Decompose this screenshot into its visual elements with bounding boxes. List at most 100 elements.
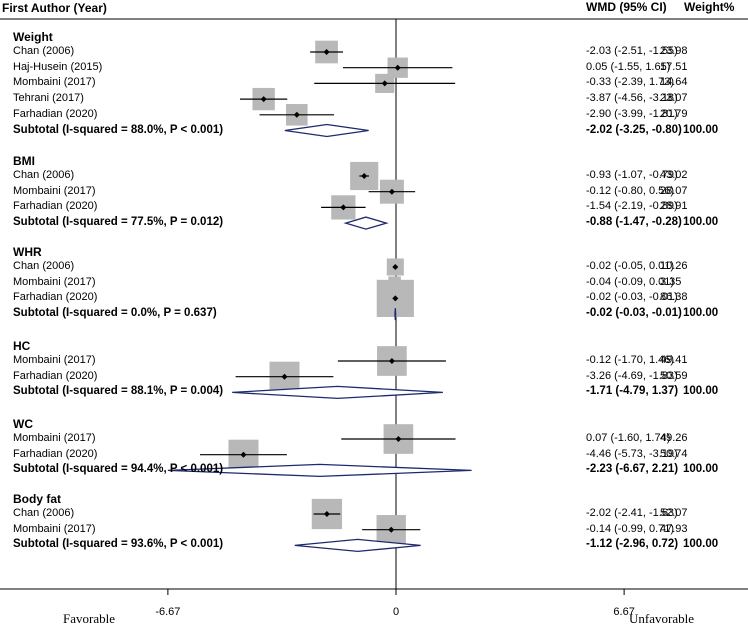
group-title: BMI	[13, 154, 35, 168]
study-weight: 49.26	[660, 432, 688, 444]
x-tick-label: -6.67	[155, 606, 181, 618]
study-weight: 28.07	[660, 184, 688, 197]
study-label: Chan (2006)	[13, 260, 75, 272]
study-label: Tehrani (2017)	[13, 92, 84, 105]
subtotal-ci: -0.88 (-1.47, -0.28)	[586, 216, 682, 229]
study-label: Mombaini (2017)	[13, 522, 96, 535]
subtotal-ci: -2.23 (-6.67, 2.21)	[586, 463, 679, 476]
subtotal-ci: -2.02 (-3.25, -0.80)	[586, 123, 682, 136]
subtotal-diamond	[294, 538, 421, 553]
study-ci: -3.87 (-4.56, -3.18)	[586, 92, 678, 105]
study-weight: 47.93	[660, 522, 688, 535]
study-weight: 43.02	[660, 169, 688, 181]
study-weight: 14.64	[660, 76, 688, 89]
study-weight: 50.74	[660, 447, 688, 460]
study-weight: 86.38	[660, 291, 688, 304]
subtotal-label: Subtotal (I-squared = 94.4%, P < 0.001)	[13, 463, 224, 476]
group-title: WHR	[13, 245, 42, 259]
study-ci: -0.02 (-0.03, -0.01)	[586, 291, 678, 304]
study-label: Farhadian (2020)	[13, 369, 98, 382]
study-label: Mombaini (2017)	[13, 275, 96, 288]
study-ci: 0.07 (-1.60, 1.74)	[586, 432, 671, 444]
study-label: Farhadian (2020)	[13, 200, 98, 213]
point-estimate	[388, 188, 395, 195]
study-weight: 28.91	[660, 200, 688, 213]
study-label: Haj-Husein (2015)	[13, 60, 103, 73]
point-estimate	[323, 511, 330, 517]
study-label: Mombaini (2017)	[13, 432, 96, 444]
study-ci: 0.05 (-1.55, 1.65)	[586, 60, 671, 73]
point-estimate	[281, 373, 288, 380]
point-estimate	[340, 204, 347, 211]
study-ci: -2.03 (-2.51, -1.55)	[586, 45, 678, 57]
study-weight: 17.51	[660, 60, 688, 73]
study-ci: -2.02 (-2.41, -1.63)	[586, 507, 678, 519]
study-weight: 3.35	[660, 275, 682, 288]
footer-favorable: Favorable	[63, 611, 115, 626]
study-label: Chan (2006)	[13, 507, 75, 519]
study-ci: -0.93 (-1.07, -0.79)	[586, 169, 678, 181]
footer-unfavorable: Unfavorable	[629, 611, 694, 626]
study-label: Mombaini (2017)	[13, 354, 96, 366]
subtotal-ci: -1.71 (-4.79, 1.37)	[586, 385, 679, 398]
study-weight: 49.41	[660, 354, 688, 366]
subtotal-weight: 100.00	[683, 538, 719, 551]
subtotal-ci: -1.12 (-2.96, 0.72)	[586, 538, 679, 551]
study-ci: -0.02 (-0.05, 0.01)	[586, 260, 675, 272]
study-weight: 23.98	[660, 45, 688, 57]
header-weight: Weight%	[684, 0, 735, 14]
study-weight: 20.79	[660, 107, 688, 120]
subtotal-diamond	[232, 385, 443, 400]
point-estimate	[394, 64, 401, 71]
point-estimate	[293, 111, 300, 118]
point-estimate	[381, 80, 388, 87]
group-title: HC	[13, 339, 31, 353]
study-label: Farhadian (2020)	[13, 107, 98, 120]
study-ci: -0.04 (-0.09, 0.01)	[586, 275, 675, 288]
study-weight: 50.59	[660, 369, 688, 382]
study-ci: -4.46 (-5.73, -3.19)	[586, 447, 678, 460]
header-study: First Author (Year)	[2, 1, 107, 15]
x-tick-label: 6.67	[613, 606, 635, 618]
study-ci: -0.12 (-1.70, 1.46)	[586, 354, 675, 366]
subtotal-diamond	[284, 123, 369, 138]
study-label: Mombaini (2017)	[13, 184, 96, 197]
subtotal-diamond	[394, 308, 397, 321]
study-label: Chan (2006)	[13, 169, 75, 181]
study-label: Mombaini (2017)	[13, 76, 96, 89]
subtotal-ci: -0.02 (-0.03, -0.01)	[586, 307, 682, 320]
subtotal-weight: 100.00	[683, 123, 719, 136]
subtotal-weight: 100.00	[683, 463, 719, 476]
point-estimate	[392, 295, 399, 302]
subtotal-label: Subtotal (I-squared = 93.6%, P < 0.001)	[13, 538, 224, 551]
study-ci: -2.90 (-3.99, -1.81)	[586, 107, 678, 120]
point-estimate	[323, 49, 330, 55]
x-tick-label: 0	[392, 606, 400, 618]
group-title: Body fat	[13, 492, 61, 506]
subtotal-label: Subtotal (I-squared = 88.0%, P < 0.001)	[13, 123, 224, 136]
study-ci: -0.14 (-0.99, 0.71)	[586, 522, 675, 535]
study-ci: -1.54 (-2.19, -0.89)	[586, 200, 678, 213]
study-label: Chan (2006)	[13, 45, 75, 57]
point-estimate	[260, 96, 267, 103]
study-weight: 10.26	[660, 260, 688, 272]
study-weight: 52.07	[660, 507, 688, 519]
subtotal-label: Subtotal (I-squared = 88.1%, P = 0.004)	[13, 385, 224, 398]
subtotal-label: Subtotal (I-squared = 77.5%, P = 0.012)	[13, 216, 224, 229]
subtotal-weight: 100.00	[683, 307, 719, 320]
subtotal-weight: 100.00	[683, 216, 719, 229]
subtotal-label: Subtotal (I-squared = 0.0%, P = 0.637)	[13, 307, 217, 320]
point-estimate	[388, 526, 395, 533]
study-label: Farhadian (2020)	[13, 291, 98, 304]
study-ci: -3.26 (-4.69, -1.83)	[586, 369, 678, 382]
group-title: Weight	[13, 30, 53, 44]
header-wmd: WMD (95% CI)	[586, 0, 667, 14]
subtotal-diamond	[343, 216, 389, 230]
group-title: WC	[13, 417, 33, 431]
study-ci: -0.12 (-0.80, 0.56)	[586, 184, 675, 197]
point-estimate	[392, 264, 399, 270]
point-estimate	[240, 451, 247, 458]
point-estimate	[388, 358, 395, 364]
study-label: Farhadian (2020)	[13, 447, 98, 460]
